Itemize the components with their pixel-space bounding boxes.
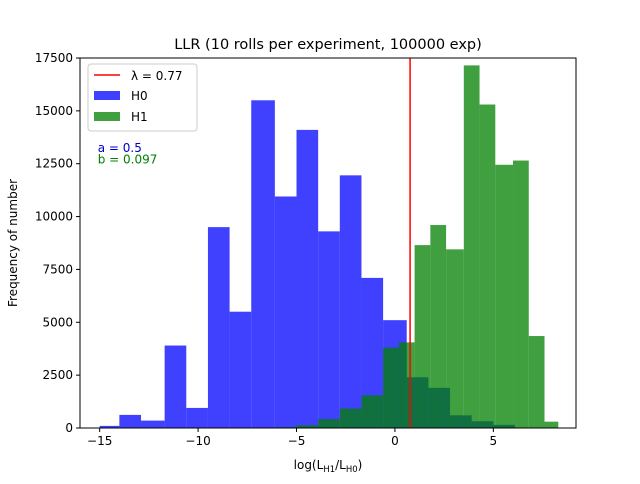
x-axis-label-part: ) — [358, 458, 363, 472]
legend-label-h0: H0 — [131, 89, 148, 103]
y-axis-label: Frequency of number — [6, 179, 20, 307]
x-axis-label-subscript: H0 — [346, 465, 358, 475]
legend-swatch-h1 — [94, 112, 120, 121]
y-tick-label: 15000 — [35, 104, 73, 118]
bar-h1-8 — [430, 225, 447, 428]
bar-h1-13 — [513, 160, 529, 429]
y-tick-label: 10000 — [35, 210, 73, 224]
bar-h0-2 — [141, 420, 165, 428]
bar-h0-3 — [164, 345, 187, 428]
x-tick-label: −10 — [185, 434, 210, 448]
legend-label-threshold: λ = 0.77 — [131, 69, 183, 83]
bar-h1-9 — [446, 249, 464, 428]
x-axis-label-subscript: H1 — [323, 465, 335, 475]
annotation-1: b = 0.097 — [98, 153, 158, 167]
bar-h1-12 — [495, 164, 514, 428]
bar-h1-5 — [383, 347, 399, 428]
x-axis-label: log(LH1/LH0) — [294, 458, 363, 475]
x-axis-ticks: −15 −10 −5 0 5 — [87, 428, 497, 448]
bar-h1-6 — [398, 342, 415, 428]
bar-h1-4 — [361, 395, 384, 428]
y-tick-label: 17500 — [35, 51, 73, 65]
bar-h0-11 — [339, 175, 362, 428]
x-tick-label: −15 — [87, 434, 112, 448]
x-tick-label: −5 — [288, 434, 306, 448]
x-axis-label-part: log(L — [294, 458, 324, 472]
chart-title: LLR (10 rolls per experiment, 100000 exp… — [174, 37, 482, 53]
bar-h0-1 — [119, 414, 142, 428]
bar-h0-7 — [251, 100, 275, 428]
y-tick-label: 7500 — [42, 262, 73, 276]
y-tick-label: 0 — [65, 421, 73, 435]
bar-h1-14 — [528, 336, 545, 428]
bar-h0-5 — [207, 227, 230, 428]
bar-h1-15 — [544, 421, 559, 428]
x-tick-label: 5 — [490, 434, 498, 448]
bar-h0-10 — [318, 231, 340, 428]
plot-frame — [79, 57, 577, 429]
bar-h0-9 — [296, 129, 319, 428]
bar-h1-3 — [339, 408, 362, 428]
annotations: a = 0.5b = 0.097 — [98, 141, 158, 167]
bar-h1-1 — [296, 425, 319, 428]
y-tick-label: 5000 — [42, 315, 73, 329]
y-tick-label: 12500 — [35, 157, 73, 171]
bar-h1-10 — [463, 65, 480, 429]
y-tick-label: 2500 — [42, 368, 73, 382]
bar-h0-0 — [99, 425, 120, 428]
legend-swatch-h0 — [94, 91, 120, 100]
bar-h1-7 — [414, 245, 431, 428]
bar-h0-4 — [186, 407, 208, 428]
bar-h0-8 — [274, 196, 297, 428]
bar-h0-6 — [229, 311, 252, 428]
x-axis-label-part: /L — [335, 458, 346, 472]
legend-label-h1: H1 — [131, 110, 148, 124]
bars-layer — [99, 65, 559, 429]
x-tick-label: 0 — [391, 434, 399, 448]
annotation-0: a = 0.5 — [98, 141, 142, 155]
legend: λ = 0.77 H0 H1 — [87, 63, 198, 132]
bar-h1-2 — [318, 419, 340, 428]
y-axis-ticks: 0 2500 5000 7500 10000 12500 15000 17500 — [35, 51, 80, 435]
bar-h1-11 — [479, 104, 496, 428]
bar-h0-12 — [361, 277, 384, 428]
